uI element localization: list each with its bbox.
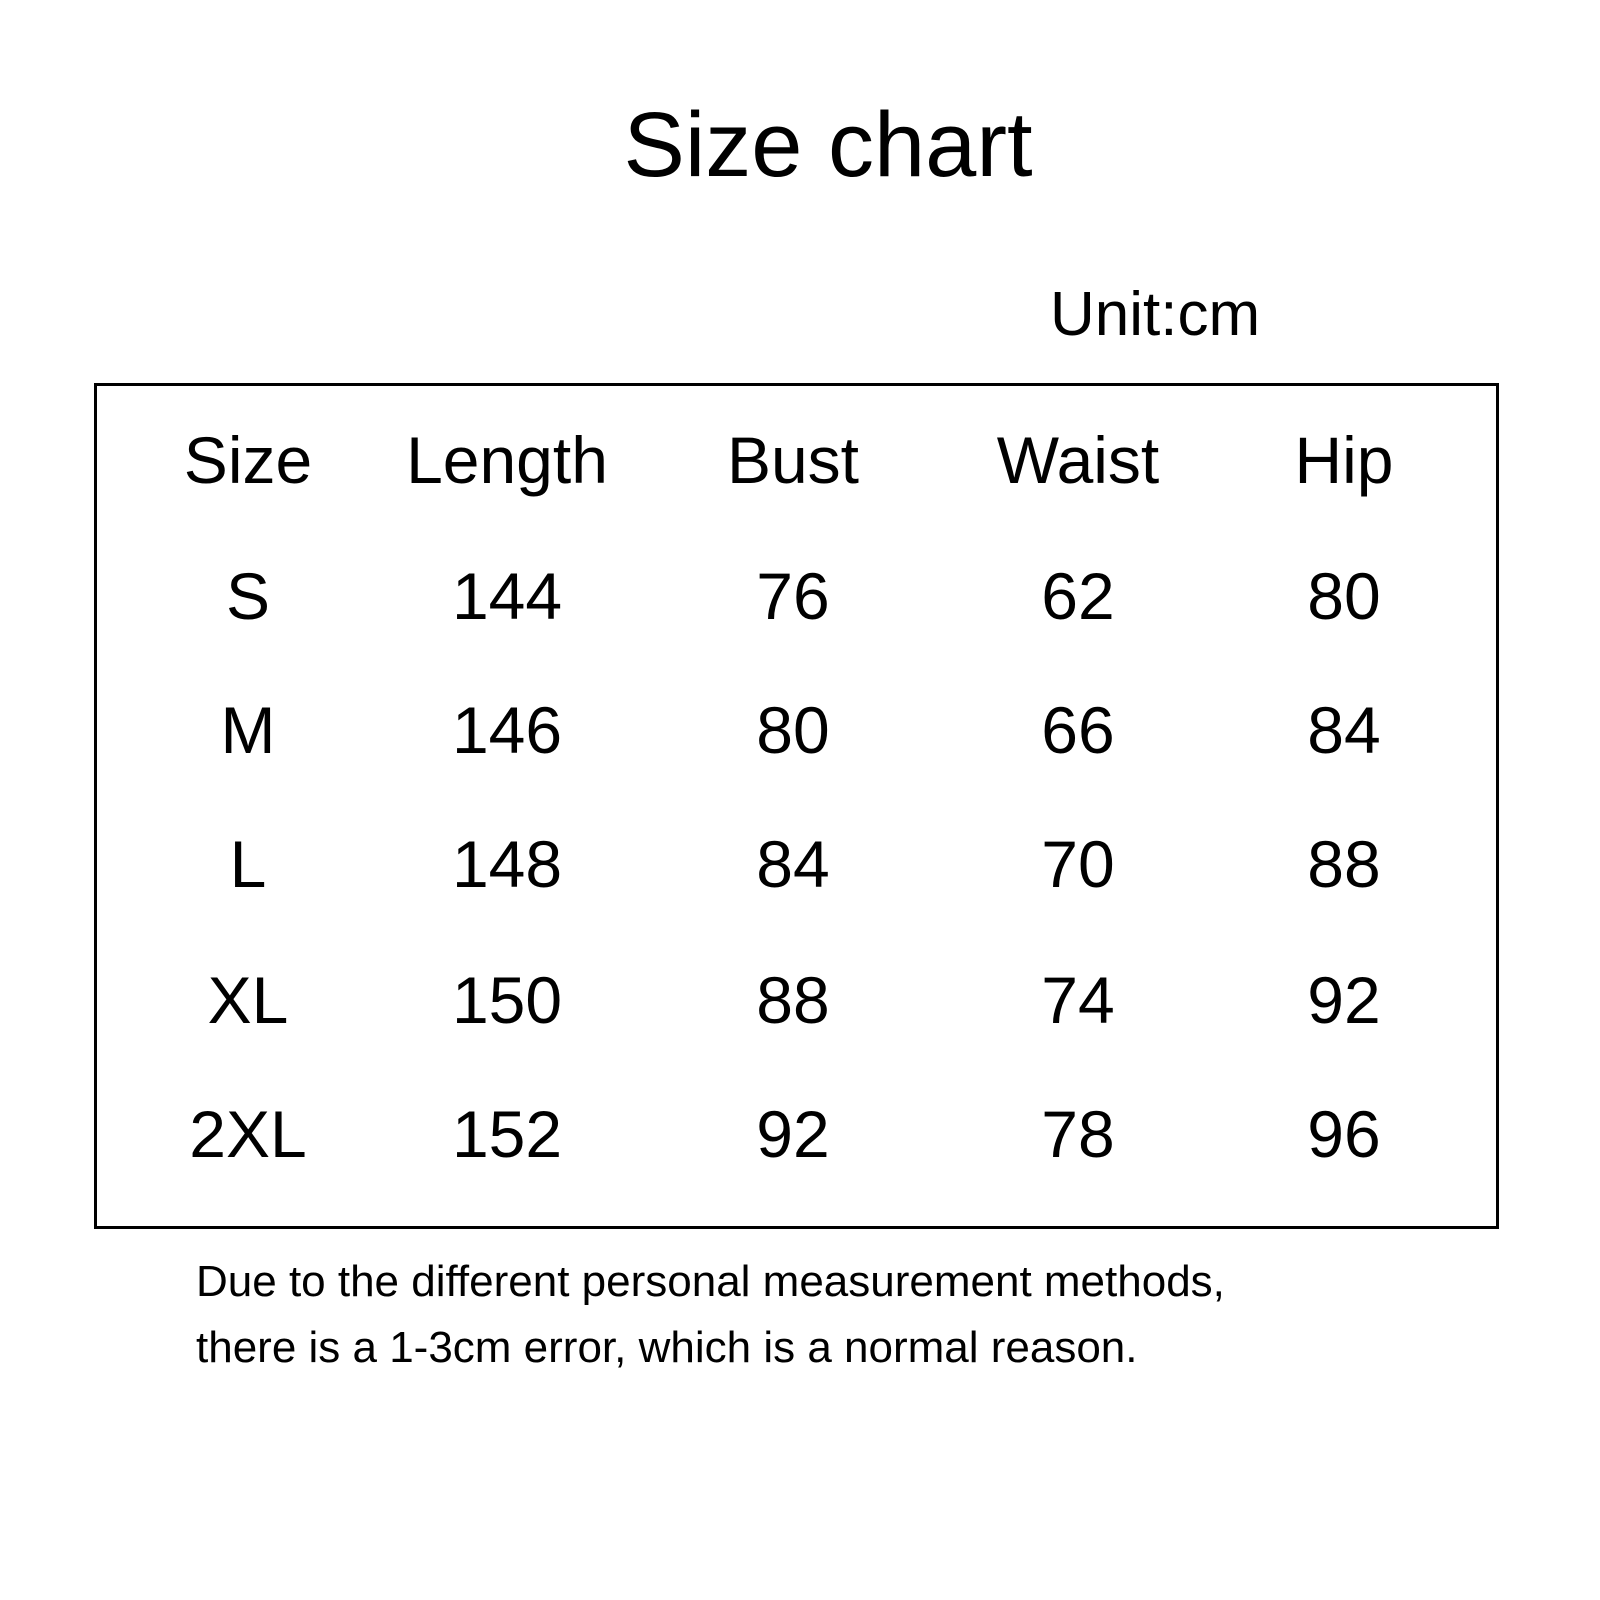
table-cell: 148 — [451, 827, 563, 901]
size-table: Size Length Bust Waist Hip S 144 76 62 80 M 146 80 66… — [94, 383, 1499, 1229]
table-cell: 84 — [756, 827, 830, 901]
table-cell: 150 — [451, 963, 563, 1037]
table-cell: 74 — [1041, 963, 1115, 1037]
table-cell: 92 — [756, 1097, 830, 1171]
table-cell: 92 — [1307, 963, 1381, 1037]
table-cell: S — [225, 559, 271, 633]
table-cell: 88 — [1307, 827, 1381, 901]
table-cell: 88 — [756, 963, 830, 1037]
column-header-hip: Hip — [1294, 423, 1394, 497]
table-cell: 2XL — [189, 1097, 307, 1171]
table-cell: 144 — [451, 559, 563, 633]
page-title: Size chart — [623, 94, 1033, 196]
table-cell: 152 — [451, 1097, 563, 1171]
footnote-line-1: Due to the different personal measuremen… — [196, 1257, 1225, 1306]
table-cell: 80 — [756, 693, 830, 767]
table-cell: 62 — [1041, 559, 1115, 633]
table-cell: 146 — [451, 693, 563, 767]
table-cell: 80 — [1307, 559, 1381, 633]
table-cell: M — [220, 693, 276, 767]
table-cell: 70 — [1041, 827, 1115, 901]
table-cell: 78 — [1041, 1097, 1115, 1171]
table-cell: XL — [207, 963, 289, 1037]
column-header-size: Size — [183, 423, 313, 497]
table-cell: L — [229, 827, 267, 901]
column-header-length: Length — [406, 423, 608, 497]
footnote-line-2: there is a 1-3cm error, which is a norma… — [196, 1323, 1138, 1372]
table-cell: 76 — [756, 559, 830, 633]
column-header-waist: Waist — [996, 423, 1160, 497]
table-cell: 96 — [1307, 1097, 1381, 1171]
unit-label: Unit:cm — [1050, 280, 1261, 349]
column-header-bust: Bust — [726, 423, 860, 497]
table-cell: 84 — [1307, 693, 1381, 767]
table-cell: 66 — [1041, 693, 1115, 767]
